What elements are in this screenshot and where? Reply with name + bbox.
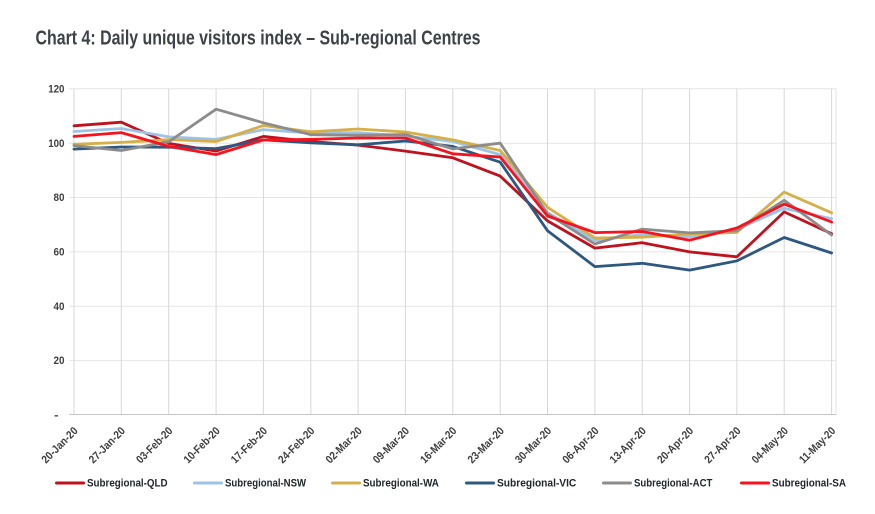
svg-text:27-Apr-20: 27-Apr-20: [703, 425, 744, 466]
svg-text:20-Jan-20: 20-Jan-20: [40, 425, 81, 466]
svg-text:20-Apr-20: 20-Apr-20: [655, 425, 696, 466]
svg-text:Subregional-NSW: Subregional-NSW: [225, 477, 306, 489]
svg-text:03-Feb-20: 03-Feb-20: [134, 425, 175, 466]
svg-text:60: 60: [54, 247, 65, 259]
svg-text:100: 100: [48, 138, 64, 150]
svg-text:09-Mar-20: 09-Mar-20: [371, 425, 412, 466]
svg-text:10-Feb-20: 10-Feb-20: [182, 425, 223, 466]
svg-text:06-Apr-20: 06-Apr-20: [561, 425, 602, 466]
svg-text:Chart 4: Daily unique visitors: Chart 4: Daily unique visitors index – S…: [36, 28, 481, 50]
svg-text:24-Feb-20: 24-Feb-20: [276, 425, 317, 466]
svg-text:02-Mar-20: 02-Mar-20: [324, 425, 365, 466]
svg-text:27-Jan-20: 27-Jan-20: [87, 425, 128, 466]
svg-text:Subregional-VIC: Subregional-VIC: [497, 477, 577, 489]
svg-text:16-Mar-20: 16-Mar-20: [418, 425, 459, 466]
svg-text:Subregional-QLD: Subregional-QLD: [87, 477, 168, 489]
svg-text:40: 40: [54, 301, 65, 313]
svg-text:120: 120: [48, 83, 64, 95]
svg-text:20: 20: [54, 355, 65, 367]
svg-text:04-May-20: 04-May-20: [750, 425, 791, 466]
svg-text:13-Apr-20: 13-Apr-20: [608, 425, 649, 466]
svg-text:Subregional-SA: Subregional-SA: [772, 477, 846, 489]
svg-text:Subregional-ACT: Subregional-ACT: [634, 477, 713, 489]
svg-text:23-Mar-20: 23-Mar-20: [466, 425, 507, 466]
svg-text:11-May-20: 11-May-20: [797, 425, 838, 466]
svg-text:17-Feb-20: 17-Feb-20: [229, 425, 270, 466]
svg-text:Subregional-WA: Subregional-WA: [363, 477, 439, 489]
svg-text:-: -: [54, 410, 59, 422]
svg-text:80: 80: [54, 192, 65, 204]
svg-text:30-Mar-20: 30-Mar-20: [513, 425, 554, 466]
